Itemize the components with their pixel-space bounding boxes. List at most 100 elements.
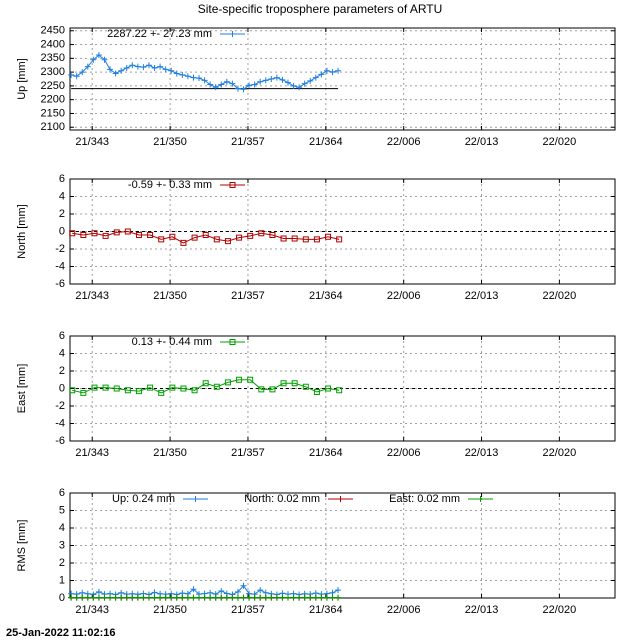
x-tick-label: 21/350 (153, 447, 187, 459)
point (302, 383, 309, 390)
point (258, 230, 265, 237)
point (251, 81, 258, 88)
x-tick-label: 21/357 (231, 136, 265, 148)
point (325, 233, 332, 240)
point (223, 594, 230, 601)
point (135, 232, 142, 238)
legend-label: 0.13 +- 0.44 mm (132, 336, 212, 348)
point (180, 385, 187, 392)
point (157, 63, 164, 70)
point (169, 233, 176, 240)
point (84, 63, 91, 70)
point (129, 62, 136, 69)
point (223, 78, 230, 85)
point (335, 594, 342, 601)
x-tick-label: 22/020 (543, 447, 577, 459)
point (112, 70, 119, 77)
point (224, 238, 231, 245)
point (257, 78, 264, 85)
x-tick-label: 22/006 (387, 604, 421, 616)
x-tick-label: 21/364 (309, 290, 343, 302)
point (118, 594, 125, 601)
point (145, 62, 152, 69)
y-tick-label: 0 (59, 382, 65, 394)
legend-marker (192, 496, 199, 502)
point (112, 594, 119, 601)
point (323, 67, 330, 74)
point (179, 71, 186, 78)
point (285, 79, 291, 86)
point (162, 66, 169, 73)
point (246, 82, 253, 89)
point (312, 74, 319, 81)
point (91, 384, 98, 391)
point (140, 594, 147, 601)
x-tick-label: 21/350 (153, 604, 187, 616)
point (73, 73, 80, 80)
point (313, 389, 320, 395)
x-tick-label: 22/013 (465, 136, 499, 148)
legend-marker (477, 496, 484, 502)
point (318, 594, 325, 601)
y-tick-label: -6 (55, 435, 65, 447)
point (184, 594, 191, 601)
y-tick-label: -4 (55, 260, 65, 272)
point (301, 594, 308, 601)
point (273, 74, 280, 81)
point (224, 379, 231, 386)
point (190, 594, 197, 601)
point (291, 235, 298, 242)
y-tick-label: 6 (59, 330, 65, 342)
point (169, 384, 176, 391)
point (147, 384, 154, 391)
series-line (72, 379, 340, 394)
point (312, 594, 319, 601)
point (247, 232, 254, 239)
footer: 25-Jan-2022 11:02:16 (6, 627, 115, 639)
x-tick-label: 21/343 (75, 290, 109, 302)
point (123, 594, 130, 601)
point (191, 387, 198, 394)
point (79, 594, 86, 601)
point (79, 69, 86, 76)
y-axis-label: East [mm] (16, 364, 28, 414)
x-tick-label: 22/020 (543, 290, 577, 302)
point (151, 589, 158, 596)
point (329, 594, 336, 601)
point (101, 56, 108, 63)
legend-label: East: 0.02 mm (389, 493, 460, 505)
y-tick-label: 2250 (41, 80, 65, 92)
x-tick-label: 21/343 (75, 447, 109, 459)
point (151, 64, 158, 71)
point (196, 594, 203, 601)
point (173, 70, 180, 77)
point (290, 82, 297, 89)
point (69, 230, 76, 237)
y-tick-label: 0 (59, 225, 65, 237)
point (202, 232, 209, 238)
x-tick-label: 21/343 (75, 604, 109, 616)
chart-title: Site-specific troposphere parameters of … (198, 2, 443, 16)
y-tick-label: 0 (59, 592, 65, 604)
point (323, 594, 330, 601)
y-tick-label: -6 (55, 278, 65, 290)
point (213, 236, 220, 243)
point (134, 63, 141, 70)
y-tick-label: 2 (59, 365, 65, 377)
point (84, 594, 91, 601)
point (190, 586, 197, 593)
y-tick-label: 2150 (41, 107, 65, 119)
point (147, 232, 154, 238)
point (234, 588, 241, 595)
legend-label: North: 0.02 mm (244, 493, 320, 505)
point (291, 380, 298, 387)
point (229, 594, 236, 601)
point (113, 229, 120, 236)
y-tick-label: 2 (59, 208, 65, 220)
point (336, 236, 343, 243)
x-tick-label: 22/013 (465, 604, 499, 616)
y-tick-label: 2450 (41, 25, 65, 37)
y-tick-label: 4 (59, 522, 65, 534)
point (257, 594, 264, 601)
y-tick-label: 2 (59, 557, 65, 569)
